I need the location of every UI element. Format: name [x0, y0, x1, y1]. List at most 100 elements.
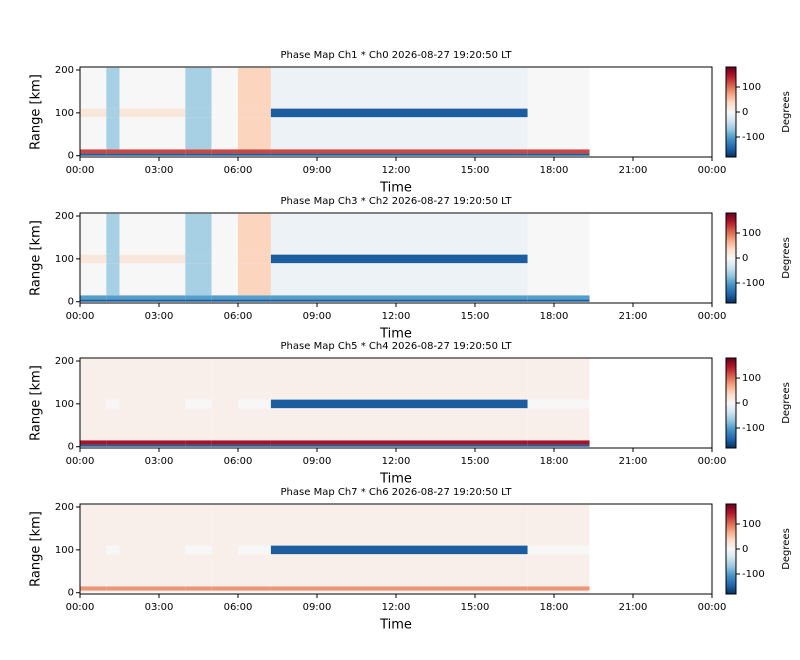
heatmap-cell [238, 440, 271, 445]
heatmap-cell [119, 399, 186, 409]
heatmap-cell [270, 263, 528, 296]
colorbar-tick-label: -100 [742, 569, 765, 580]
heatmap-cell [527, 254, 590, 264]
heatmap-cell [80, 504, 107, 546]
heatmap-cell [106, 213, 120, 255]
heatmap-cell [80, 67, 107, 109]
heatmap-cell [211, 254, 238, 264]
x-tick-label: 15:00 [461, 602, 490, 613]
x-tick-label: 21:00 [619, 456, 648, 467]
colorbar-tick-label: 0 [742, 544, 748, 555]
heatmap-cell [211, 586, 238, 591]
heatmap-cell [106, 108, 120, 118]
heatmap-cell [270, 444, 528, 447]
heatmap-cell [527, 263, 590, 296]
x-tick-label: 12:00 [382, 456, 411, 467]
heatmap-cell [270, 358, 528, 400]
x-tick-label: 00:00 [66, 602, 95, 613]
y-tick-label: 200 [55, 211, 74, 222]
x-tick-label: 09:00 [303, 311, 332, 322]
heatmap-cell [527, 299, 590, 302]
heatmap-cell [270, 254, 528, 264]
heatmap-cell [119, 586, 186, 591]
heatmap-cell [80, 117, 107, 150]
chart-title: Phase Map Ch3 * Ch2 2026-08-27 19:20:50 … [281, 196, 513, 207]
y-tick-label: 0 [68, 442, 74, 453]
colorbar-tick-label: 0 [742, 107, 748, 118]
heatmap-cell [80, 153, 107, 156]
x-axis-label: Time [379, 472, 412, 487]
heatmap-cell [106, 117, 120, 150]
heatmap-cell [211, 299, 238, 302]
heatmap-cell [185, 440, 212, 445]
heatmap-cell [270, 440, 528, 445]
heatmap-cell [185, 295, 212, 300]
heatmap-cell [270, 153, 528, 156]
heatmap-cell [106, 399, 120, 409]
x-tick-label: 12:00 [382, 311, 411, 322]
heatmap-cell [238, 586, 271, 591]
heatmap-cell [238, 67, 271, 109]
y-tick-label: 200 [55, 502, 74, 513]
heatmap-cell [80, 408, 107, 441]
x-axis-label: Time [379, 181, 412, 196]
x-tick-label: 09:00 [303, 602, 332, 613]
heatmap-cell [119, 590, 186, 593]
heatmap-cell [185, 504, 212, 546]
x-tick-label: 00:00 [66, 311, 95, 322]
heatmap-cell [527, 153, 590, 156]
heatmap-cell [211, 408, 238, 441]
heatmap-cell [270, 149, 528, 154]
heatmap-cell [119, 213, 186, 255]
heatmap-cell [238, 117, 271, 150]
heatmap-cell [106, 586, 120, 591]
heatmap-cell [238, 408, 271, 441]
heatmap-cell [527, 358, 590, 400]
colorbar [725, 503, 737, 595]
heatmap-cell [527, 590, 590, 593]
y-tick-label: 0 [68, 588, 74, 599]
heatmap-cell [185, 444, 212, 447]
colorbar [725, 357, 737, 449]
heatmap-cell [80, 108, 107, 118]
colorbar-tick-label: -100 [742, 278, 765, 289]
heatmap-cell [80, 554, 107, 587]
heatmap-cell [185, 213, 212, 255]
heatmap-cell [527, 149, 590, 154]
heatmap-cell [238, 108, 271, 118]
heatmap-cell [211, 67, 238, 109]
heatmap-cell [238, 299, 271, 302]
colorbar-tick-label: -100 [742, 132, 765, 143]
heatmap-cell [185, 263, 212, 296]
heatmap-cell [185, 399, 212, 409]
heatmap-cell [119, 108, 186, 118]
x-tick-label: 06:00 [224, 456, 253, 467]
heatmap-cell [211, 263, 238, 296]
heatmap-cell [106, 299, 120, 302]
heatmap-cell [270, 213, 528, 255]
heatmap-cell [106, 554, 120, 587]
heatmap-cell [119, 263, 186, 296]
heatmap-cell [270, 545, 528, 555]
y-axis-label: Range [km] [29, 220, 44, 296]
heatmap-cell [185, 554, 212, 587]
heatmap-cell [119, 299, 186, 302]
heatmap-cell [106, 153, 120, 156]
heatmap-cell [185, 545, 212, 555]
heatmap-cell [80, 263, 107, 296]
heatmap-cell [119, 254, 186, 264]
heatmap-cell [185, 586, 212, 591]
heatmap-cell [106, 295, 120, 300]
x-tick-label: 03:00 [145, 456, 174, 467]
heatmap-cell [527, 586, 590, 591]
heatmap-cell [185, 299, 212, 302]
heatmap-cell [238, 254, 271, 264]
heatmap-cell [119, 444, 186, 447]
heatmap-cell [106, 590, 120, 593]
heatmap-cell [106, 504, 120, 546]
heatmap-cell [527, 444, 590, 447]
heatmap-cell [238, 545, 271, 555]
heatmap-cell [527, 117, 590, 150]
y-tick-label: 100 [55, 108, 74, 119]
